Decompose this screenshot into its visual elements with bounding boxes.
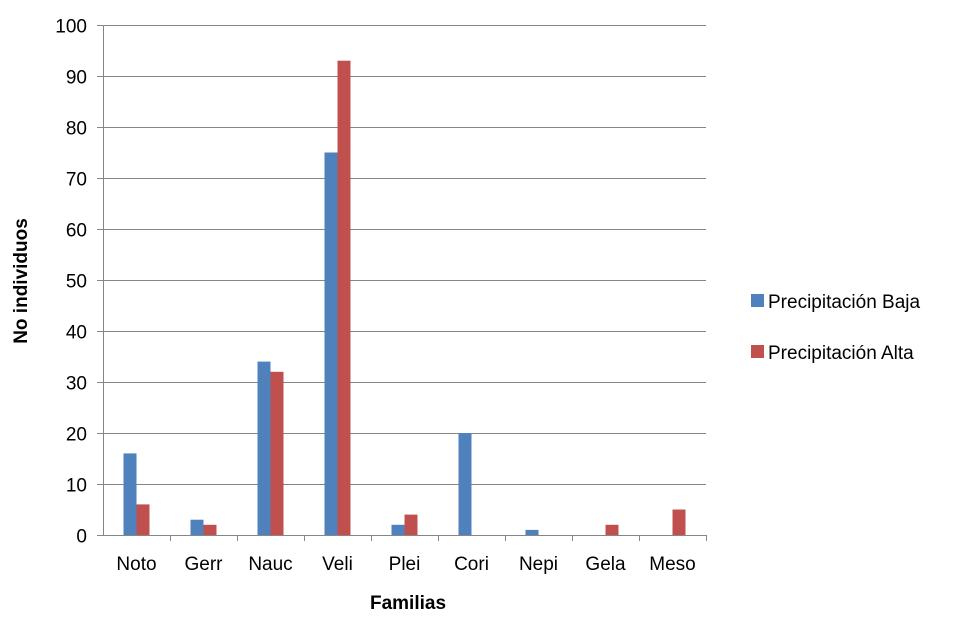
x-tick-label: Plei xyxy=(389,554,421,575)
bar-baja-veli xyxy=(324,152,338,535)
bar-alta-noto xyxy=(136,504,150,535)
bar-baja-noto xyxy=(123,453,137,535)
x-tick-labels: Noto Gerr Nauc Veli Plei Cori Nepi Gela Meso xyxy=(116,554,695,575)
bar-baja-plei xyxy=(391,524,405,535)
bar-baja-nauc xyxy=(257,361,271,535)
y-tick-label: 20 xyxy=(66,425,87,446)
bar-baja-gerr xyxy=(190,519,204,535)
y-tick-label: 90 xyxy=(66,68,87,89)
bar-alta-veli xyxy=(337,60,351,535)
legend-swatch xyxy=(751,294,764,307)
y-tick-labels: 0 10 20 30 40 50 60 70 80 90 100 xyxy=(55,17,87,548)
bar-alta-meso xyxy=(672,509,686,535)
legend: Precipitación Baja Precipitación Alta xyxy=(751,292,921,364)
bars xyxy=(123,60,686,535)
x-tick-label: Gerr xyxy=(185,554,224,575)
x-tick-label: Nepi xyxy=(519,554,558,575)
legend-swatch xyxy=(751,345,764,358)
bar-alta-nauc xyxy=(270,371,284,535)
bar-alta-gela xyxy=(605,524,619,535)
legend-label: Precipitación Baja xyxy=(768,292,921,313)
x-tick-label: Gela xyxy=(585,554,626,575)
bar-alta-plei xyxy=(404,514,418,535)
y-tick-label: 0 xyxy=(76,527,87,548)
y-tick-label: 30 xyxy=(66,374,87,395)
bar-baja-nepi xyxy=(525,529,539,535)
x-tick-label: Veli xyxy=(322,554,353,575)
legend-label: Precipitación Alta xyxy=(768,343,914,364)
y-tick-label: 80 xyxy=(66,119,87,140)
y-tick-label: 70 xyxy=(66,170,87,191)
x-tick-label: Cori xyxy=(454,554,489,575)
x-tick-label: Noto xyxy=(116,554,156,575)
x-axis-title: Familias xyxy=(370,593,446,614)
y-tick-label: 40 xyxy=(66,323,87,344)
y-tick-label: 100 xyxy=(55,17,87,38)
y-axis-title: No individuos xyxy=(11,218,32,344)
y-tick-label: 50 xyxy=(66,272,87,293)
y-tick-label: 60 xyxy=(66,221,87,242)
axes xyxy=(103,25,707,541)
x-tick-label: Nauc xyxy=(248,554,292,575)
bar-alta-gerr xyxy=(203,524,217,535)
y-tick-label: 10 xyxy=(66,476,87,497)
bar-baja-cori xyxy=(458,433,472,535)
gridlines xyxy=(97,25,706,536)
x-tick-label: Meso xyxy=(649,554,695,575)
